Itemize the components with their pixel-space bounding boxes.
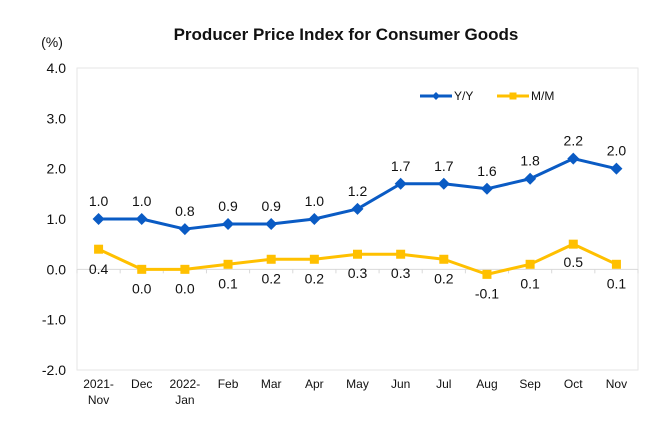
- x-tick-label: Jun: [391, 377, 410, 391]
- x-tick-label: Jul: [436, 377, 451, 391]
- data-point-marker: [482, 269, 492, 279]
- data-label: 1.8: [520, 153, 540, 169]
- y-tick-label: -1.0: [42, 312, 66, 328]
- data-label: 1.0: [305, 193, 325, 209]
- x-axis-ticks: 2021-Nov Dec 2022-Jan Feb Mar Apr May Jun Jul Aug…: [83, 377, 627, 407]
- legend-item: Y/Y: [420, 89, 473, 103]
- data-point-marker: [353, 249, 362, 259]
- series-mm: 0.4 0.0 0.0 0.1 0.2 0.2 0.3 0.3 0.2 -0.1 0.1 0.5 0.1: [89, 239, 627, 301]
- data-label: 0.1: [520, 275, 540, 291]
- x-tick-label: Aug: [476, 377, 497, 391]
- data-point-marker: [611, 259, 621, 269]
- data-point-marker: [568, 239, 578, 249]
- series-yy: 1.0 1.0 0.8 0.9 0.9 1.0 1.2 1.7 1.7 1.6 1.8 2.2 2.0: [89, 133, 627, 236]
- data-point-marker: [92, 213, 105, 225]
- y-axis-unit-label: (%): [41, 34, 63, 50]
- y-tick-label: 0.0: [47, 261, 67, 277]
- data-label: 1.6: [477, 163, 497, 179]
- legend-label: Y/Y: [454, 89, 473, 103]
- data-label: 0.2: [434, 270, 454, 286]
- data-point-marker: [266, 254, 276, 264]
- data-point-marker: [223, 259, 233, 269]
- series-layer: 1.0 1.0 0.8 0.9 0.9 1.0 1.2 1.7 1.7 1.6 1.8 2.2 2.0 0…: [89, 133, 627, 302]
- x-tick-label: Dec: [131, 377, 152, 391]
- y-tick-label: -2.0: [42, 362, 66, 378]
- data-point-marker: [351, 202, 364, 215]
- data-point-marker: [437, 177, 450, 190]
- data-label: 0.2: [305, 270, 325, 286]
- data-label: 1.0: [89, 193, 109, 209]
- y-tick-label: 2.0: [47, 161, 67, 177]
- data-point-marker: [610, 162, 623, 175]
- x-tick-label: Apr: [305, 377, 324, 391]
- data-label: 1.7: [391, 158, 411, 174]
- data-point-marker: [480, 182, 493, 195]
- data-point-marker: [525, 259, 535, 269]
- legend: Y/Y M/M: [420, 89, 554, 103]
- data-point-marker: [309, 254, 319, 264]
- data-label: 0.5: [564, 254, 584, 270]
- data-point-marker: [178, 223, 191, 236]
- data-point-marker: [135, 213, 148, 225]
- data-point-marker: [524, 172, 537, 185]
- legend-label: M/M: [531, 89, 554, 103]
- legend-marker: [509, 92, 517, 100]
- data-label: 1.7: [434, 158, 454, 174]
- data-point-marker: [265, 218, 278, 231]
- data-label: 0.1: [607, 275, 627, 291]
- data-label: -0.1: [475, 285, 499, 301]
- x-tick-label: Feb: [218, 377, 239, 391]
- data-point-marker: [222, 218, 235, 231]
- y-axis-ticks: 4.0 3.0 2.0 1.0 0.0 -1.0 -2.0: [42, 60, 66, 378]
- legend-item: M/M: [497, 89, 554, 103]
- data-point-marker: [439, 254, 449, 264]
- data-point-marker: [567, 152, 580, 165]
- x-tick-label: May: [346, 377, 369, 391]
- data-label: 1.2: [348, 183, 368, 199]
- data-label: 0.9: [261, 198, 281, 214]
- x-tick-label: 2022-Jan: [170, 377, 201, 407]
- data-label: 0.3: [391, 265, 411, 281]
- legend-marker: [432, 92, 440, 100]
- data-label: 0.4: [89, 261, 109, 277]
- data-label: 0.1: [218, 275, 238, 291]
- data-label: 0.3: [348, 265, 368, 281]
- data-point-marker: [180, 264, 190, 274]
- data-label: 2.2: [564, 133, 584, 149]
- y-tick-label: 4.0: [47, 60, 67, 76]
- data-point-marker: [396, 249, 406, 259]
- y-tick-label: 3.0: [47, 110, 67, 126]
- data-label: 0.8: [175, 203, 195, 219]
- x-tick-label: Oct: [564, 377, 583, 391]
- x-tick-label: Sep: [519, 377, 541, 391]
- data-label: 2.0: [607, 143, 627, 159]
- data-point-marker: [308, 213, 321, 225]
- x-tick-label: Nov: [606, 377, 627, 391]
- data-label: 0.0: [175, 280, 195, 296]
- x-tick-label: 2021-Nov: [83, 377, 114, 407]
- y-tick-label: 1.0: [47, 211, 67, 227]
- x-tick-label: Mar: [261, 377, 282, 391]
- data-point-marker: [137, 264, 147, 274]
- data-point-marker: [394, 177, 407, 190]
- data-label: 0.0: [132, 280, 152, 296]
- chart-title: Producer Price Index for Consumer Goods: [174, 25, 519, 44]
- data-point-marker: [94, 244, 104, 254]
- data-label: 0.2: [261, 270, 281, 286]
- data-label: 1.0: [132, 193, 152, 209]
- plot-area: [76, 67, 639, 371]
- data-label: 0.9: [218, 198, 238, 214]
